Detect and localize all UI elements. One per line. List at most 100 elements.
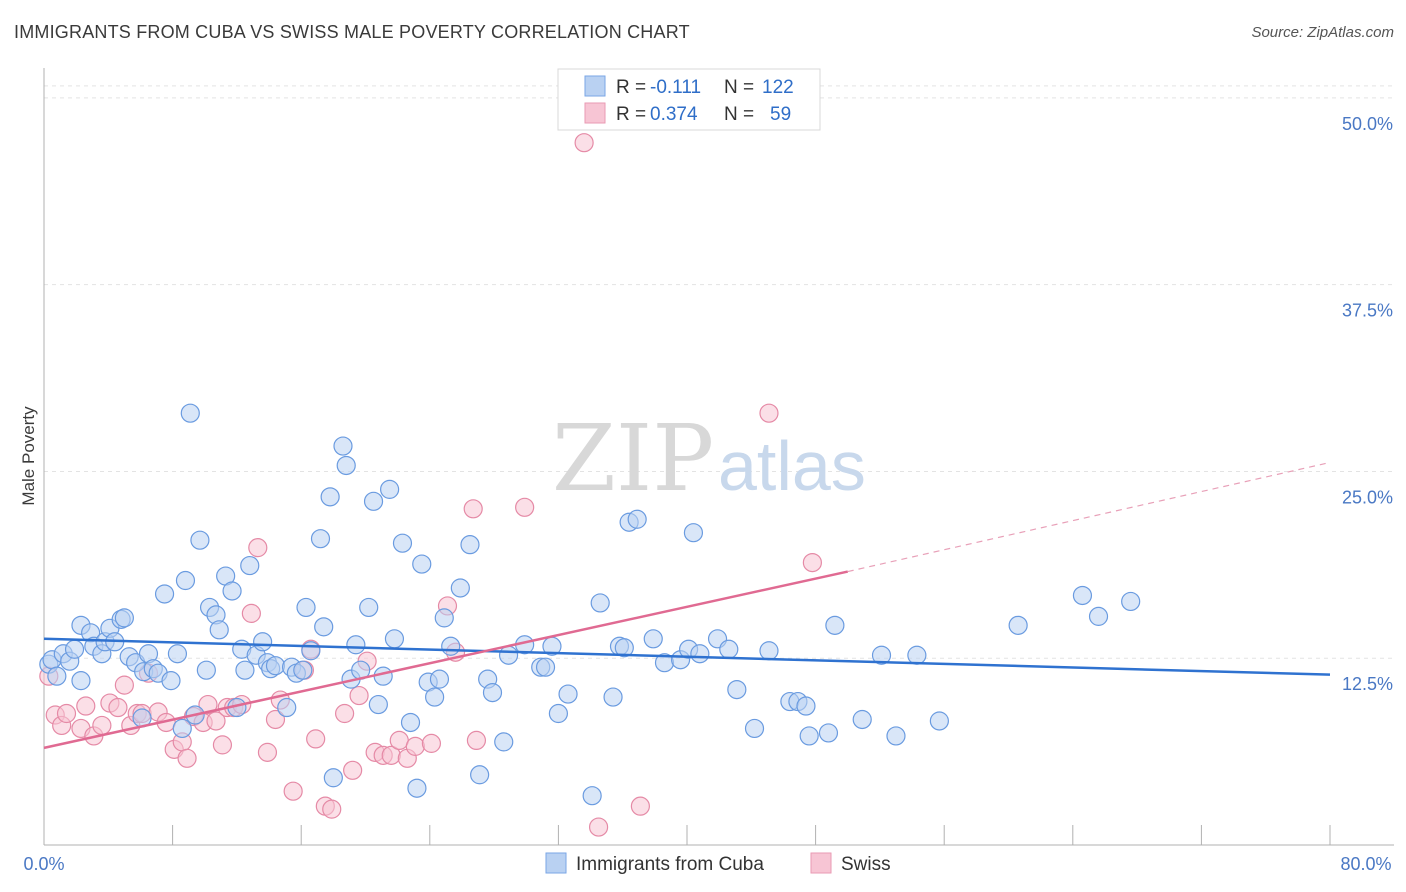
cuba-point [434, 608, 454, 628]
swiss-point [248, 538, 268, 558]
cuba-point [333, 436, 353, 456]
cuba-point [929, 711, 949, 731]
cuba-point [368, 694, 388, 715]
trend-line-swiss [43, 570, 849, 750]
axes [43, 68, 1394, 846]
swiss-point [306, 729, 326, 749]
cuba-point [799, 726, 819, 746]
cuba-point [240, 555, 260, 576]
cuba-point [1088, 606, 1109, 626]
swiss-point [630, 796, 650, 816]
swiss-point [574, 133, 594, 153]
cuba-point [603, 687, 623, 707]
cuba-point [190, 530, 210, 550]
cuba-point [727, 679, 747, 700]
y-tick-label: 12.5% [1342, 674, 1393, 694]
swiss-point [92, 715, 112, 736]
swiss-point [802, 552, 822, 573]
cuba-point [235, 660, 255, 680]
cuba-point [683, 523, 704, 543]
cuba-point [535, 657, 556, 677]
cuba-point [180, 403, 200, 423]
cuba-point [301, 641, 321, 661]
legend-n-value-cuba: 122 [762, 77, 794, 98]
y-axis-label: Male Poverty [19, 406, 38, 506]
cuba-point [614, 638, 634, 658]
cuba-point [818, 723, 839, 743]
swiss-point [405, 736, 425, 756]
swiss-point [265, 709, 286, 730]
cuba-point [627, 509, 647, 529]
cuba-point [1008, 615, 1028, 635]
legend-r-value-cuba: -0.111 [650, 77, 701, 98]
cuba-point [359, 597, 379, 618]
cuba-point [759, 641, 779, 661]
cuba-point [871, 645, 892, 665]
swiss-point [206, 711, 226, 731]
cuba-point [336, 455, 356, 476]
cuba-point [1121, 591, 1141, 612]
cuba-point [429, 669, 450, 689]
cuba-point [363, 491, 384, 511]
cuba-point [161, 671, 181, 691]
cuba-point [310, 529, 331, 549]
x-tick-label-max: 80.0% [1340, 854, 1391, 874]
cuba-point [314, 617, 334, 637]
cuba-point [114, 608, 134, 628]
cuba-point [450, 578, 470, 598]
cuba-point [265, 656, 286, 676]
swiss-point [76, 696, 96, 716]
swiss-point [759, 403, 779, 423]
cuba-point [71, 671, 91, 691]
y-tick-label: 37.5% [1342, 301, 1393, 321]
cuba-point [392, 533, 413, 553]
cuba-point [498, 645, 519, 665]
swiss-point [463, 499, 483, 519]
cuba-point [175, 570, 196, 591]
cuba-point [548, 703, 569, 724]
cuba-point [277, 697, 297, 718]
cuba-point [590, 593, 610, 613]
cuba-point [460, 535, 480, 555]
swiss-point [335, 703, 355, 724]
cuba-point [167, 644, 188, 664]
bottom-legend-label-cuba: Immigrants from Cuba [576, 854, 764, 875]
series-cuba-points [39, 403, 1141, 806]
cuba-point [744, 718, 765, 739]
legend-n-label-swiss: N = [724, 104, 754, 125]
cuba-point [346, 635, 366, 655]
cuba-point [1072, 585, 1093, 606]
cuba-point [582, 786, 602, 806]
cuba-point [796, 696, 816, 716]
cuba-point [384, 629, 405, 649]
legend-n-label-cuba: N = [724, 77, 754, 98]
cuba-point [690, 644, 710, 664]
trend-lines [43, 461, 1331, 750]
cuba-point [441, 636, 461, 656]
cuba-point [425, 687, 445, 707]
bottom-legend-swatch-swiss [810, 852, 832, 874]
cuba-point [400, 712, 421, 733]
swiss-point [241, 603, 261, 623]
swiss-point [56, 703, 77, 724]
swiss-point [515, 497, 535, 517]
legend-swatch-swiss [584, 102, 606, 124]
legend: R = -0.111 N = 122 R = 0.374 N = 59 [557, 68, 821, 131]
swiss-point [466, 730, 487, 751]
cuba-point [323, 768, 343, 788]
chart-title: IMMIGRANTS FROM CUBA VS SWISS MALE POVER… [14, 22, 690, 42]
legend-swatch-cuba [584, 75, 606, 97]
bottom-legend-label-swiss: Swiss [841, 854, 891, 875]
swiss-point [198, 694, 218, 715]
swiss-point [349, 685, 369, 706]
y-tick-label: 50.0% [1342, 114, 1393, 134]
cuba-point [222, 581, 242, 601]
cuba-point [380, 479, 400, 499]
cuba-point [852, 709, 872, 730]
cuba-point [196, 660, 216, 680]
cuba-point [373, 666, 393, 686]
swiss-point [283, 781, 303, 801]
trend-line-cuba [43, 637, 1331, 676]
legend-r-value-swiss: 0.374 [650, 104, 698, 125]
